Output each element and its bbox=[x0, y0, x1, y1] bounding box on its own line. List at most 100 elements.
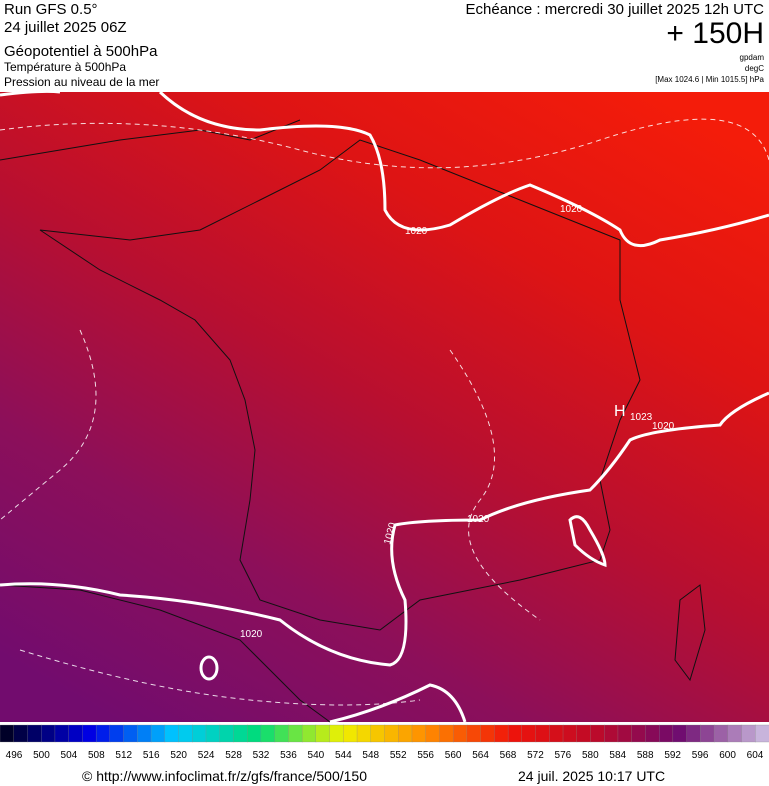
high-value: 1023 bbox=[630, 412, 653, 423]
colorbar-label: 512 bbox=[115, 750, 132, 761]
isobar bbox=[199, 655, 219, 681]
colorbar-label: 520 bbox=[170, 750, 187, 761]
color-swatch bbox=[301, 724, 317, 743]
isobar-label: 1020 bbox=[240, 629, 263, 640]
color-swatch bbox=[247, 724, 262, 743]
color-swatch bbox=[356, 724, 372, 743]
color-swatch bbox=[54, 724, 70, 743]
echeance: Echéance : mercredi 30 juillet 2025 12h … bbox=[466, 1, 765, 18]
color-swatch bbox=[645, 724, 660, 743]
colorbar-label: 504 bbox=[61, 750, 78, 761]
color-swatch bbox=[453, 724, 468, 743]
colorbar-label: 564 bbox=[472, 750, 489, 761]
source-url: © http://www.infoclimat.fr/z/gfs/france/… bbox=[82, 768, 367, 784]
colorbar-label: 588 bbox=[637, 750, 654, 761]
colorbar-label: 584 bbox=[609, 750, 626, 761]
colorbar-label: 556 bbox=[417, 750, 434, 761]
subtitle: Pression au niveau de la mer bbox=[4, 75, 159, 89]
isobar-label: 1020 bbox=[405, 226, 428, 237]
color-swatch bbox=[576, 724, 592, 743]
color-swatch bbox=[727, 724, 743, 743]
color-swatch bbox=[27, 724, 42, 743]
color-swatch bbox=[672, 724, 688, 743]
colorbar-label: 524 bbox=[198, 750, 215, 761]
color-swatch bbox=[411, 724, 427, 743]
color-swatch bbox=[590, 724, 605, 743]
isotherm bbox=[0, 329, 97, 521]
color-swatch bbox=[741, 724, 756, 743]
isotherm bbox=[19, 649, 421, 706]
color-swatch bbox=[549, 724, 564, 743]
isobar bbox=[568, 515, 607, 568]
color-swatch bbox=[260, 724, 276, 743]
color-swatch bbox=[370, 724, 386, 743]
color-swatch bbox=[755, 724, 769, 743]
color-swatch bbox=[343, 724, 358, 743]
color-swatch bbox=[205, 724, 221, 743]
color-swatch bbox=[521, 724, 537, 743]
color-swatch bbox=[137, 724, 152, 743]
color-swatch bbox=[425, 724, 441, 743]
color-swatch bbox=[604, 724, 619, 743]
color-swatch bbox=[164, 724, 180, 743]
lead-time: + 150H bbox=[666, 17, 764, 50]
color-swatch bbox=[658, 724, 674, 743]
color-swatch bbox=[507, 724, 523, 743]
color-swatch bbox=[494, 724, 509, 743]
colorbar-label: 536 bbox=[280, 750, 297, 761]
isobar bbox=[0, 391, 769, 667]
colorbar-label: 528 bbox=[225, 750, 242, 761]
color-swatch bbox=[480, 724, 496, 743]
colorbar-label: 548 bbox=[362, 750, 379, 761]
range: [Max 1024.6 | Min 1015.5] hPa bbox=[655, 75, 764, 84]
colorbar-label: 532 bbox=[253, 750, 270, 761]
isotherm bbox=[0, 118, 769, 169]
color-swatch bbox=[686, 724, 701, 743]
color-swatch bbox=[288, 724, 303, 743]
colorbar-label: 552 bbox=[390, 750, 407, 761]
color-swatch bbox=[0, 724, 15, 743]
color-swatch bbox=[68, 724, 84, 743]
color-swatch bbox=[82, 724, 97, 743]
colorbar-label: 560 bbox=[445, 750, 462, 761]
color-swatch bbox=[192, 724, 207, 743]
title: Géopotentiel à 500hPa bbox=[4, 43, 158, 60]
colorbar-label: 496 bbox=[6, 750, 23, 761]
color-swatch bbox=[398, 724, 413, 743]
colorbar-label: 500 bbox=[33, 750, 50, 761]
unit: gpdam bbox=[740, 53, 765, 62]
uk-coast bbox=[0, 119, 301, 161]
color-swatch bbox=[329, 724, 344, 743]
colorbar-label: 576 bbox=[555, 750, 572, 761]
color-swatch bbox=[384, 724, 399, 743]
isotherm bbox=[449, 349, 541, 621]
color-swatch bbox=[562, 724, 578, 743]
timestamp: 24 juil. 2025 10:17 UTC bbox=[518, 768, 665, 784]
colorbar-label: 580 bbox=[582, 750, 599, 761]
subtitle: Température à 500hPa bbox=[4, 60, 126, 74]
color-swatch bbox=[41, 724, 56, 743]
colorbar-label: 596 bbox=[692, 750, 709, 761]
run: Run GFS 0.5° bbox=[4, 1, 98, 18]
color-swatch bbox=[109, 724, 125, 743]
isobar-label: 1020 bbox=[560, 204, 583, 215]
colorbar-label: 544 bbox=[335, 750, 352, 761]
color-swatch bbox=[631, 724, 647, 743]
color-swatch bbox=[439, 724, 454, 743]
isobar-label: 1020 bbox=[652, 421, 675, 432]
colorbar-label: 508 bbox=[88, 750, 105, 761]
map: 1020 1020 1020 1020 1020 1020 H 1023 bbox=[0, 89, 769, 724]
colorbar-label: 540 bbox=[308, 750, 325, 761]
colorbar-label: 600 bbox=[719, 750, 736, 761]
color-swatch bbox=[700, 724, 715, 743]
color-swatch bbox=[13, 724, 29, 743]
color-swatch bbox=[233, 724, 248, 743]
colorbar: 496 500 504 508 512 516 520 524 528 532 536 540 544 5… bbox=[0, 724, 769, 761]
run-date: 24 juillet 2025 06Z bbox=[4, 19, 127, 36]
color-swatch bbox=[219, 724, 235, 743]
color-swatch bbox=[713, 724, 729, 743]
color-swatch bbox=[178, 724, 193, 743]
colorbar-label: 568 bbox=[500, 750, 517, 761]
color-swatch bbox=[315, 724, 331, 743]
